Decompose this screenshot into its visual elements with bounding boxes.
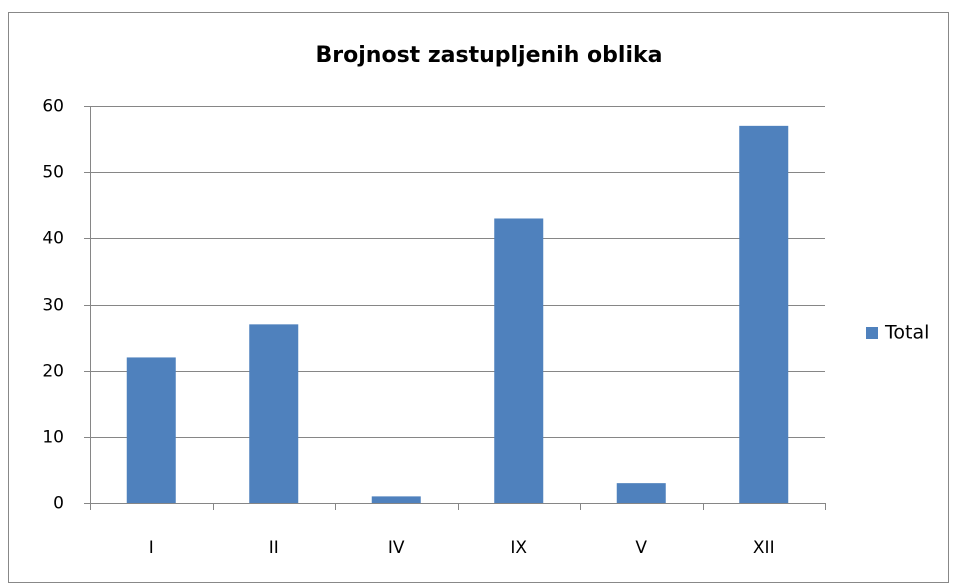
bar [371, 496, 421, 503]
bar [126, 357, 176, 503]
y-tick-label: 50 [42, 163, 64, 183]
x-tick-label: IV [388, 538, 405, 558]
y-tick-label: 0 [53, 494, 64, 514]
legend-label: Total [884, 322, 929, 344]
x-tick-label: XII [753, 538, 775, 558]
x-tick-label: V [635, 538, 647, 558]
bar [616, 483, 666, 503]
y-tick-label: 10 [42, 428, 64, 448]
bar [494, 218, 544, 503]
x-tick-label: II [269, 538, 279, 558]
y-tick-label: 30 [42, 296, 64, 316]
x-tick-label: IX [510, 538, 527, 558]
y-tick-label: 20 [42, 362, 64, 382]
y-tick-label: 60 [42, 97, 64, 117]
y-tick-label: 40 [42, 229, 64, 249]
legend-swatch [866, 327, 878, 339]
x-tick-label: I [149, 538, 154, 558]
chart-title: Brojnost zastupljenih oblika [316, 43, 663, 68]
bar [249, 324, 299, 503]
bar [739, 125, 789, 503]
